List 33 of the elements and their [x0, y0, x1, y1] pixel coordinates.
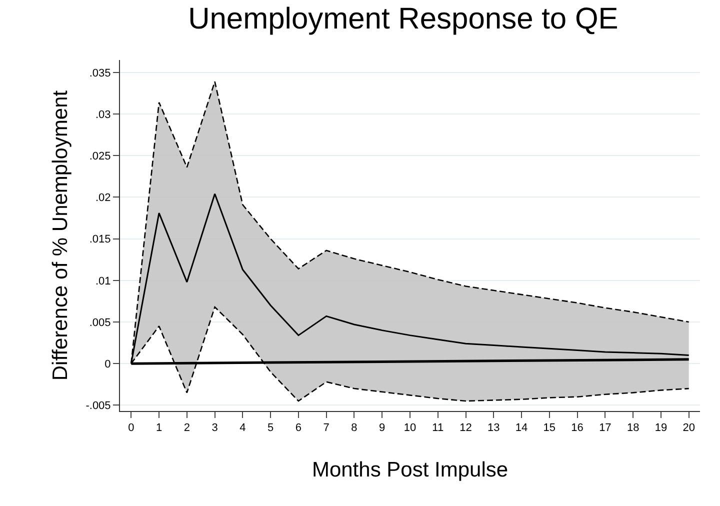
y-axis-title: Difference of % Unemployment [48, 90, 72, 381]
x-tick-label: 5 [268, 422, 274, 434]
x-tick-label: 7 [323, 422, 330, 434]
x-tick-label: 15 [543, 422, 556, 434]
x-tick-label: 10 [404, 422, 416, 434]
y-tick-label: .035 [89, 67, 111, 80]
x-tick-label: 13 [488, 422, 500, 434]
x-tick-label: 16 [571, 422, 584, 434]
x-tick-label: 2 [184, 422, 190, 434]
x-tick-label: 0 [128, 422, 134, 434]
x-tick-label: 9 [379, 422, 386, 434]
y-tick-label: .01 [96, 275, 111, 288]
x-tick-label: 14 [515, 422, 528, 434]
x-tick-label: 12 [460, 422, 472, 434]
x-tick-label: 4 [240, 422, 246, 434]
x-tick-label: 3 [212, 422, 218, 434]
x-axis-title: Months Post Impulse [312, 458, 508, 482]
x-tick-label: 8 [351, 422, 358, 434]
x-tick-label: 19 [654, 422, 668, 434]
y-tick-label: .03 [96, 108, 111, 121]
x-tick-label: 18 [626, 422, 640, 434]
chart-title: Unemployment Response to QE [188, 2, 618, 36]
x-tick-label: 11 [432, 422, 444, 434]
y-tick-label: .005 [89, 316, 111, 329]
y-tick-label: 0 [104, 358, 111, 370]
x-tick-label: 17 [599, 422, 612, 434]
x-tick-label: 1 [156, 422, 162, 434]
y-tick-label: .025 [89, 150, 111, 162]
y-tick-label: .015 [89, 234, 111, 246]
x-tick-label: 6 [295, 422, 302, 434]
x-tick-label: 20 [682, 422, 695, 434]
y-tick-label: .02 [96, 192, 111, 204]
y-tick-label: -.005 [86, 400, 111, 412]
